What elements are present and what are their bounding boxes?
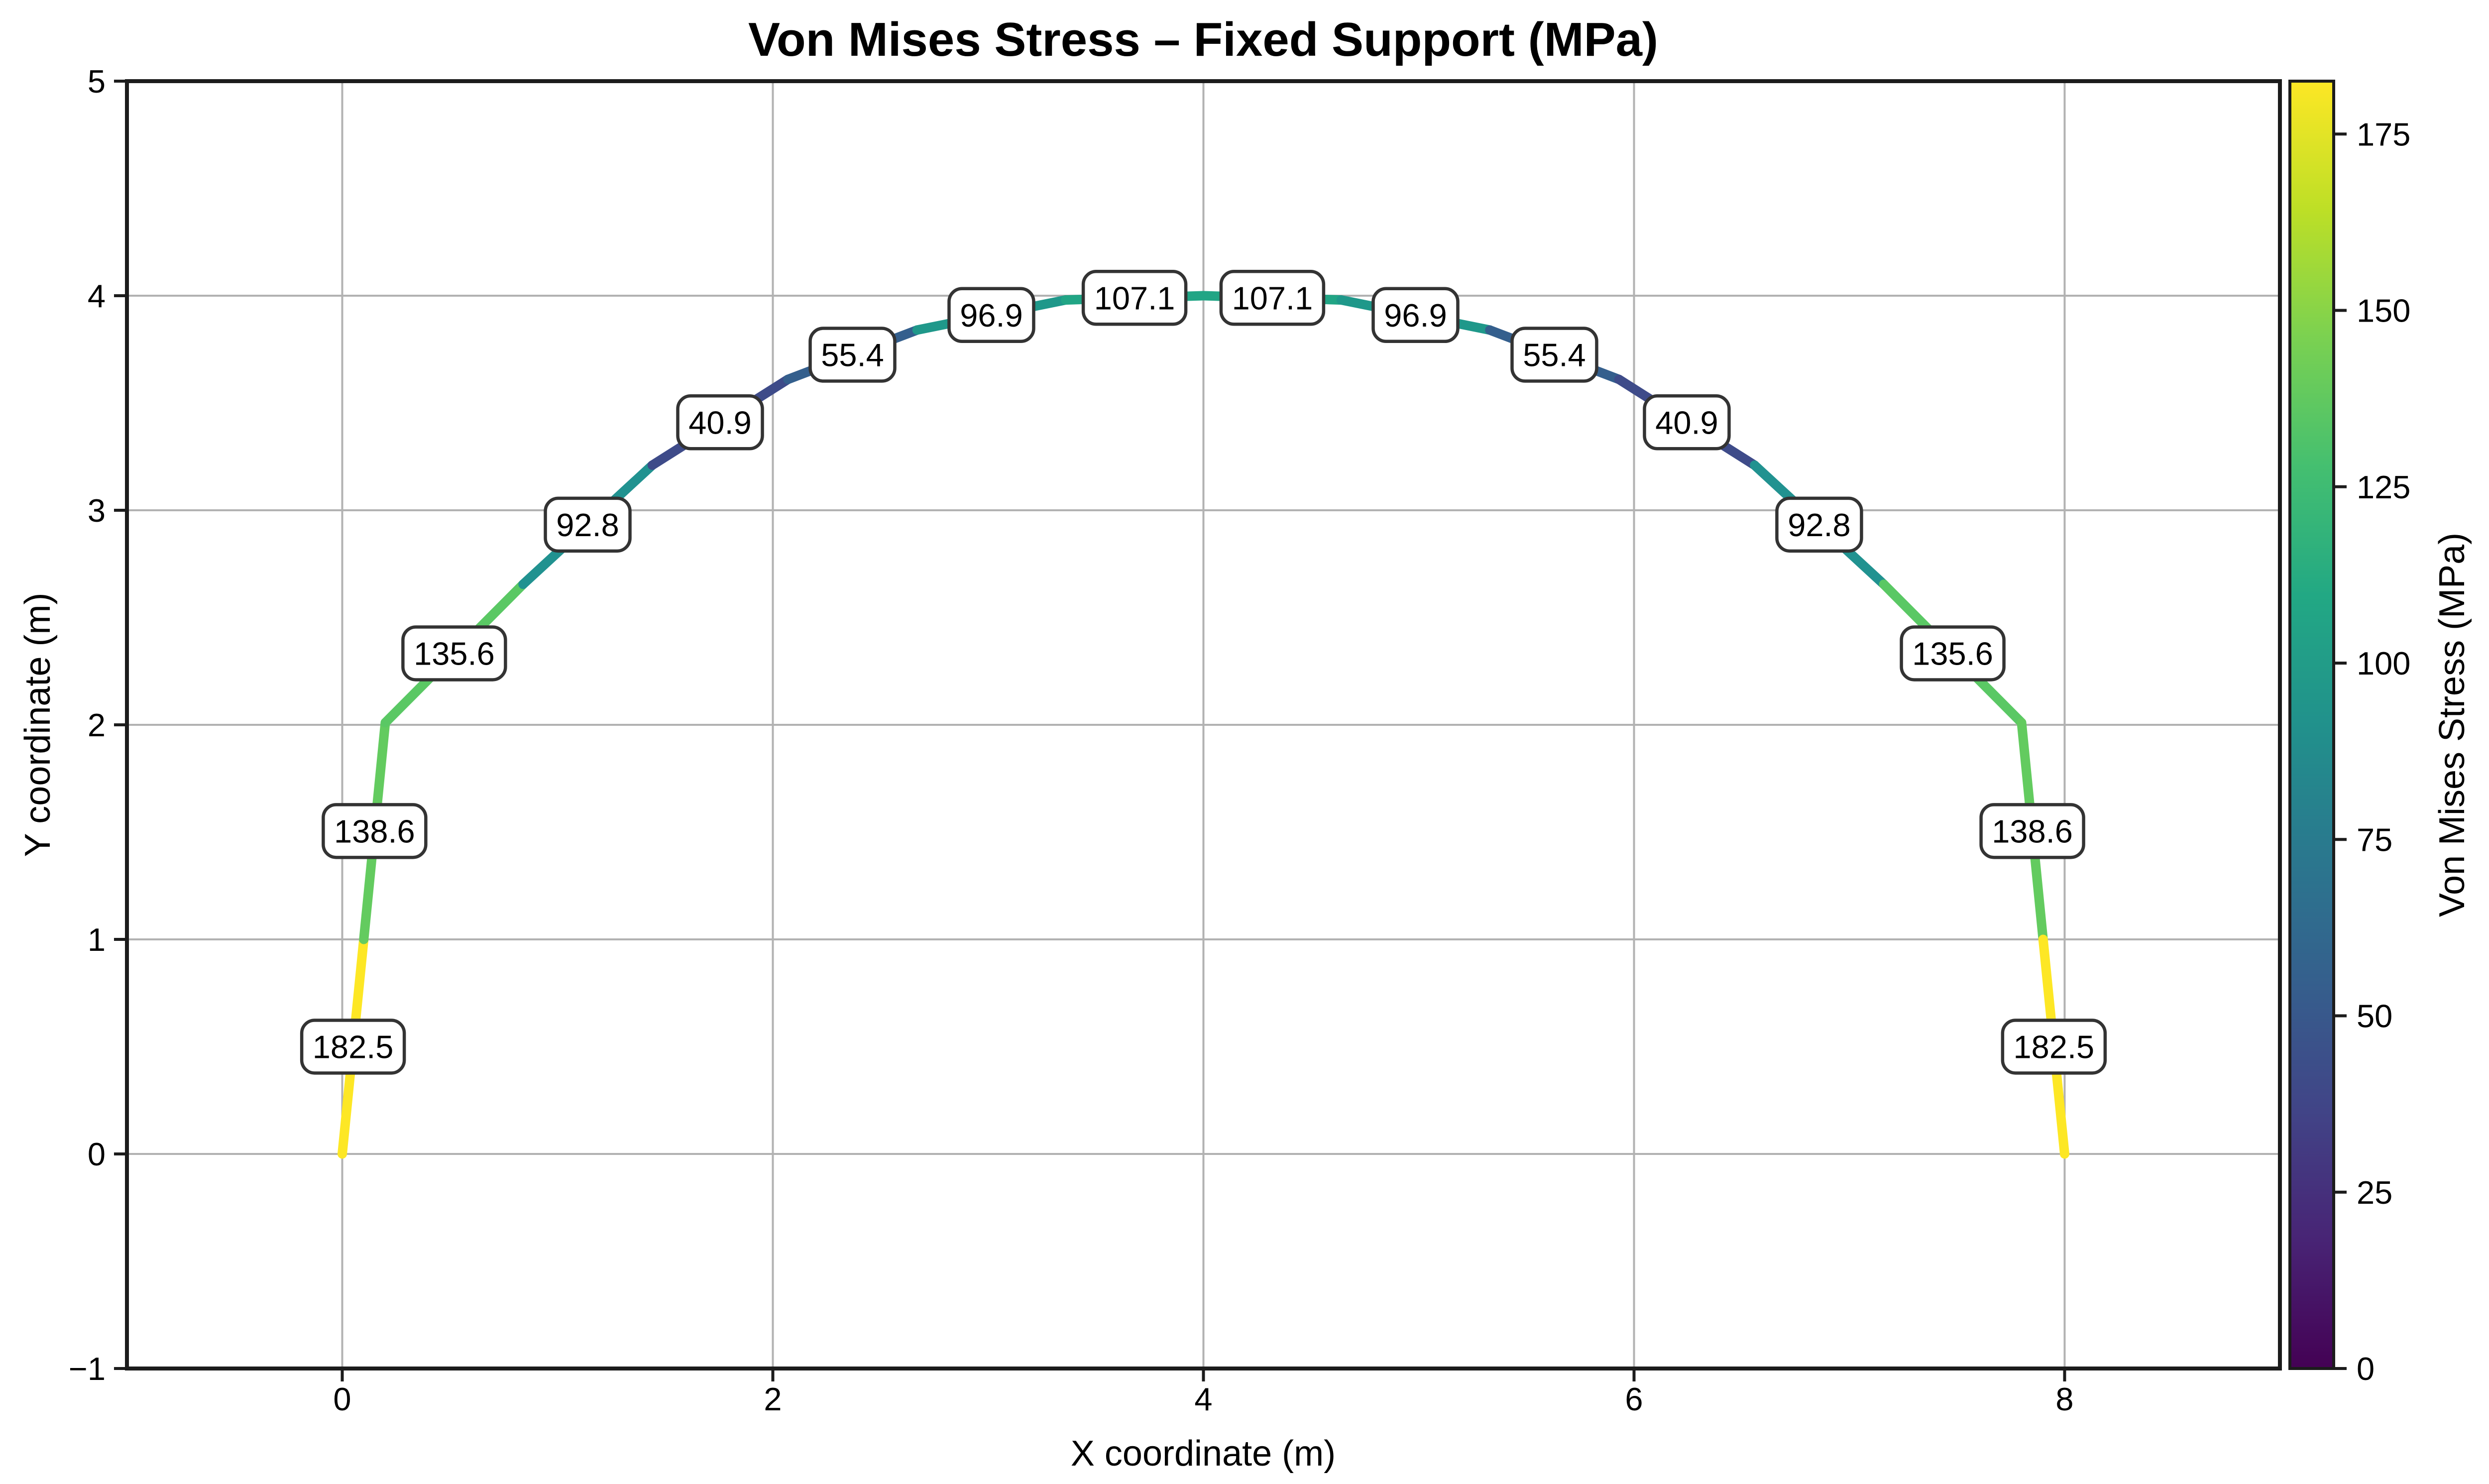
stress-annotation: 55.4 bbox=[808, 327, 897, 383]
stress-annotation: 107.1 bbox=[1219, 270, 1326, 326]
annotation-box bbox=[322, 803, 428, 859]
annotation-box bbox=[1081, 270, 1188, 326]
annotation-box bbox=[300, 1019, 406, 1075]
stress-annotation: 92.8 bbox=[1775, 496, 1863, 553]
axis-tick-labels: 0 2 4 6 8 −1 0 1 2 3 4 5 bbox=[69, 63, 2074, 1417]
stress-annotations: 182.5 138.6 135.6 92.8 40.9 55.4 96.9 107.1 107.… bbox=[300, 270, 2107, 1075]
annotation-box bbox=[808, 327, 897, 383]
colorbar-label: Von Mises Stress (MPa) bbox=[2432, 533, 2472, 917]
annotation-value: 138.6 bbox=[334, 813, 415, 849]
annotation-box bbox=[947, 287, 1035, 343]
annotation-box bbox=[1775, 496, 1863, 553]
annotation-value: 107.1 bbox=[1094, 280, 1175, 316]
annotation-value: 96.9 bbox=[1384, 297, 1447, 334]
x-tick-label: 0 bbox=[333, 1381, 351, 1417]
annotation-value: 96.9 bbox=[960, 297, 1023, 334]
annotation-value: 182.5 bbox=[2014, 1029, 2095, 1065]
y-tick-label: 2 bbox=[88, 707, 106, 743]
annotation-box bbox=[1900, 625, 2006, 682]
stress-annotation: 138.6 bbox=[1979, 803, 2085, 859]
annotation-box bbox=[2001, 1019, 2107, 1075]
colorbar: 0 25 50 75 100 125 150 175 bbox=[2288, 80, 2410, 1387]
colorbar-tick-label: 150 bbox=[2357, 293, 2410, 329]
annotation-value: 40.9 bbox=[688, 404, 752, 441]
x-tick-label: 2 bbox=[764, 1381, 782, 1417]
x-axis-label: X coordinate (m) bbox=[1071, 1434, 1336, 1474]
annotation-box bbox=[1219, 270, 1326, 326]
annotation-box bbox=[1979, 803, 2085, 859]
stress-annotation: 135.6 bbox=[1900, 625, 2006, 682]
annotation-value: 55.4 bbox=[1523, 337, 1586, 373]
annotation-box bbox=[1643, 394, 1731, 451]
annotation-value: 92.8 bbox=[556, 507, 619, 543]
y-tick-label: 3 bbox=[88, 492, 106, 529]
stress-annotation: 182.5 bbox=[300, 1019, 406, 1075]
annotation-box bbox=[1371, 287, 1460, 343]
axis-ticks bbox=[114, 80, 2066, 1381]
annotation-value: 135.6 bbox=[414, 635, 495, 672]
y-axis-label: Y coordinate (m) bbox=[18, 593, 58, 857]
stress-annotation: 182.5 bbox=[2001, 1019, 2107, 1075]
colorbar-tick-label: 125 bbox=[2357, 469, 2410, 505]
colorbar-gradient-bar bbox=[2288, 80, 2335, 1370]
stress-annotation: 92.8 bbox=[544, 496, 632, 553]
plot-border bbox=[125, 79, 2282, 1370]
annotation-value: 55.4 bbox=[821, 337, 884, 373]
x-tick-label: 4 bbox=[1194, 1381, 1212, 1417]
y-tick-label: 1 bbox=[88, 921, 106, 958]
annotation-value: 107.1 bbox=[1232, 280, 1313, 316]
stress-annotation: 40.9 bbox=[1643, 394, 1731, 451]
stress-annotation: 138.6 bbox=[322, 803, 428, 859]
stress-annotation: 40.9 bbox=[676, 394, 764, 451]
y-tick-label: 4 bbox=[88, 278, 106, 314]
y-tick-label: −1 bbox=[69, 1351, 106, 1387]
stress-annotation: 107.1 bbox=[1081, 270, 1188, 326]
colorbar-tick-label: 25 bbox=[2357, 1174, 2392, 1211]
colorbar-ticks: 0 25 50 75 100 125 150 175 bbox=[2334, 116, 2410, 1387]
colorbar-tick-label: 75 bbox=[2357, 821, 2392, 858]
annotation-value: 182.5 bbox=[313, 1029, 394, 1065]
annotation-value: 40.9 bbox=[1655, 404, 1718, 441]
stress-annotation: 96.9 bbox=[1371, 287, 1460, 343]
annotation-value: 135.6 bbox=[1912, 635, 1993, 672]
x-tick-label: 8 bbox=[2055, 1381, 2073, 1417]
stress-annotation: 55.4 bbox=[1510, 327, 1598, 383]
colorbar-tick-label: 0 bbox=[2357, 1351, 2375, 1387]
y-tick-label: 5 bbox=[88, 63, 106, 100]
colorbar-tick-label: 50 bbox=[2357, 998, 2392, 1034]
annotation-value: 92.8 bbox=[1788, 507, 1851, 543]
chart-title: Von Mises Stress – Fixed Support (MPa) bbox=[748, 13, 1658, 66]
y-tick-label: 0 bbox=[88, 1136, 106, 1172]
annotation-box bbox=[401, 625, 507, 682]
colorbar-tick-label: 175 bbox=[2357, 116, 2410, 152]
x-tick-label: 6 bbox=[1625, 1381, 1643, 1417]
stress-annotation: 96.9 bbox=[947, 287, 1035, 343]
stress-annotation: 135.6 bbox=[401, 625, 507, 682]
annotation-box bbox=[1510, 327, 1598, 383]
annotation-value: 138.6 bbox=[1992, 813, 2073, 849]
annotation-box bbox=[544, 496, 632, 553]
colorbar-tick-label: 100 bbox=[2357, 645, 2410, 682]
annotation-box bbox=[676, 394, 764, 451]
